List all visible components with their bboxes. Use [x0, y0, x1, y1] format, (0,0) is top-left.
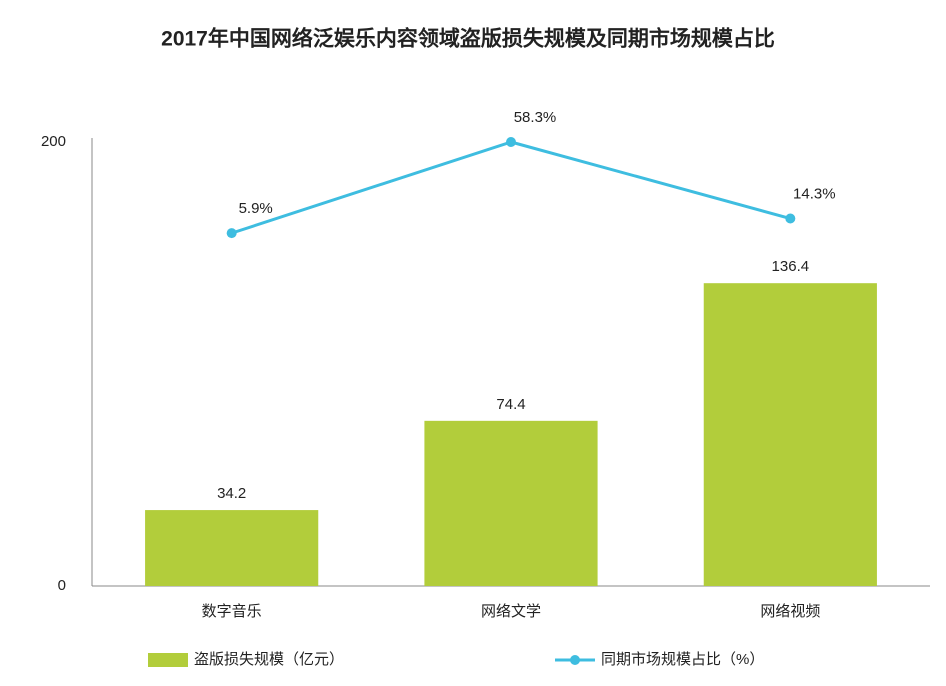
- x-tick-label: 数字音乐: [202, 603, 262, 620]
- legend-swatch: [148, 653, 188, 667]
- bar-value-label: 136.4: [772, 258, 810, 275]
- line-value-label: 14.3%: [793, 185, 836, 202]
- bar: [145, 510, 319, 586]
- line-value-label: 58.3%: [514, 109, 557, 126]
- legend-swatch: [570, 655, 580, 665]
- bar: [424, 420, 598, 586]
- y-tick-label: 200: [41, 133, 66, 150]
- line-point: [785, 213, 796, 224]
- bar-value-label: 74.4: [496, 396, 525, 413]
- line-point: [226, 228, 237, 239]
- bar: [703, 283, 877, 586]
- bar-value-label: 34.2: [217, 485, 246, 502]
- line-point: [506, 137, 516, 147]
- legend-label: 盗版损失规模（亿元）: [194, 651, 344, 668]
- chart-title: 2017年中国网络泛娱乐内容领域盗版损失规模及同期市场规模占比: [161, 27, 775, 51]
- y-tick-label: 0: [58, 577, 66, 594]
- legend-label: 同期市场规模占比（%）: [601, 651, 764, 668]
- x-tick-label: 网络视频: [760, 603, 820, 620]
- line-value-label: 5.9%: [239, 200, 273, 217]
- x-tick-label: 网络文学: [481, 603, 541, 620]
- line: [231, 140, 791, 235]
